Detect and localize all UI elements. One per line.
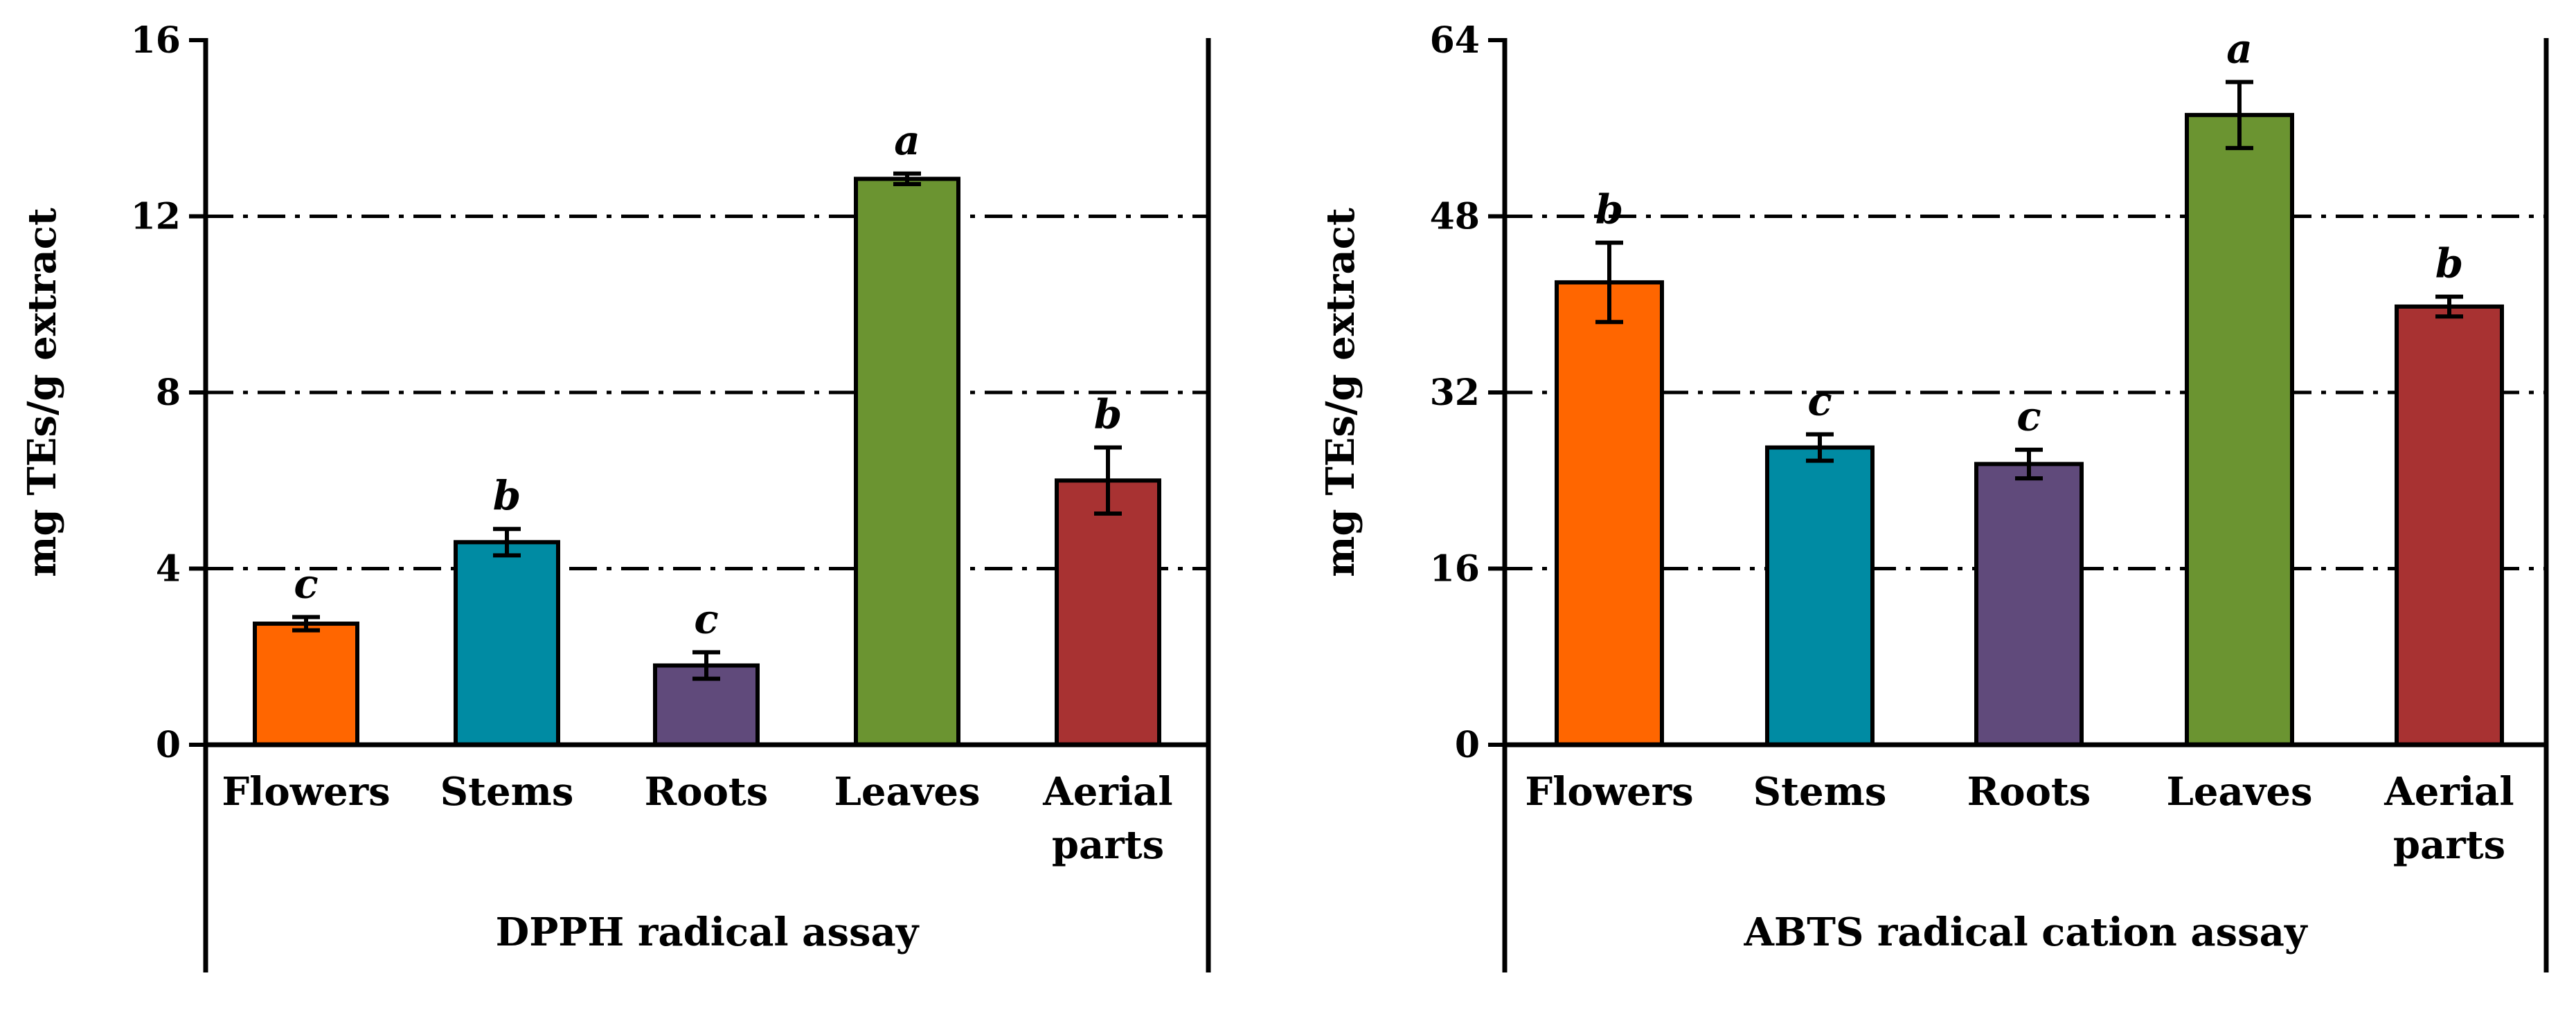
category-label: Leaves	[2167, 769, 2313, 815]
significance-letter: a	[2226, 25, 2253, 72]
bar	[1055, 478, 1161, 747]
dpph-chart-panel: c b c a b 0 4 8 12 16 Flowers Stems Roots Leaves Aeria…	[19, 19, 1211, 972]
bar	[454, 540, 560, 747]
category-label: Aerial	[2383, 769, 2514, 815]
significance-letter: b	[1094, 391, 1122, 438]
y-tick-label: 64	[1430, 19, 1480, 62]
category-label: Stems	[440, 769, 574, 815]
category-label-line2: parts	[2393, 822, 2505, 868]
bar	[253, 622, 359, 747]
y-tick-label: 32	[1430, 372, 1480, 414]
y-tick-label: 12	[131, 196, 181, 238]
assay-label: ABTS radical cation assay	[1743, 909, 2307, 955]
y-tick-label: 16	[131, 19, 181, 62]
y-axis-label: mg TEs/g extract	[1318, 208, 1363, 577]
significance-letter: b	[1595, 186, 1624, 233]
bar	[1555, 280, 1664, 747]
y-tick-label: 4	[156, 548, 181, 590]
y-tick-label: 8	[156, 372, 181, 414]
y-tick-label: 16	[1430, 548, 1480, 590]
y-axis-label: mg TEs/g extract	[19, 208, 65, 577]
y-tick-label: 0	[1455, 724, 1480, 766]
category-label: Flowers	[1525, 769, 1693, 815]
bar	[2185, 113, 2294, 748]
significance-letter: b	[493, 472, 521, 519]
category-label: Aerial	[1042, 769, 1172, 815]
significance-letter: c	[1807, 377, 1832, 424]
significance-letter: a	[894, 117, 920, 164]
bar	[1974, 462, 2084, 747]
bar	[854, 176, 960, 747]
bar	[1765, 445, 1875, 747]
category-label: Roots	[645, 769, 769, 815]
significance-letter: b	[2435, 240, 2464, 287]
category-label: Roots	[1967, 769, 2091, 815]
category-label: Stems	[1753, 769, 1887, 815]
category-label: Flowers	[222, 769, 390, 815]
category-label: Leaves	[834, 769, 981, 815]
y-tick-label: 48	[1430, 196, 1480, 238]
abts-chart-panel: b c c a b 0 16 32 48 64 Flowers Stems Roots Leaves Aer…	[1318, 19, 2549, 972]
significance-letter: c	[2016, 393, 2041, 440]
bar	[2395, 304, 2504, 747]
category-label-line2: parts	[1052, 822, 1164, 868]
significance-letter: c	[694, 595, 718, 642]
assay-label: DPPH radical assay	[496, 909, 920, 955]
y-tick-label: 0	[156, 724, 181, 766]
significance-letter: c	[294, 560, 318, 607]
